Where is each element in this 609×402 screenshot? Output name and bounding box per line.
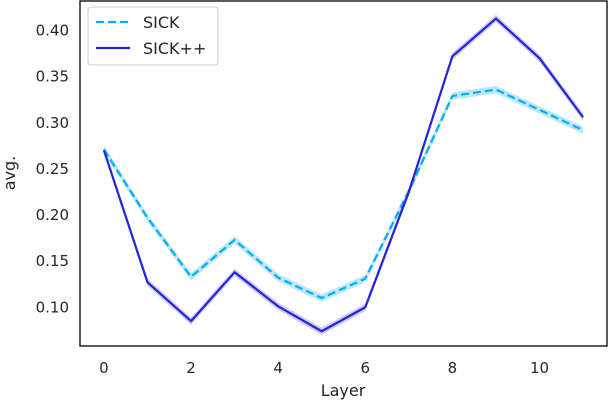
series-line-sick <box>103 88 584 300</box>
y-axis-ticks: 0.10 0.15 0.20 0.25 0.30 0.35 0.40 <box>36 22 69 317</box>
y-tick-label: 0.10 <box>36 298 69 316</box>
band-sick <box>103 85 584 302</box>
y-tick-label: 0.35 <box>36 68 69 86</box>
y-tick-label: 0.25 <box>36 160 69 178</box>
x-tick-label: 2 <box>186 359 196 377</box>
y-tick-label: 0.40 <box>36 22 69 40</box>
y-tick-label: 0.30 <box>36 114 69 132</box>
x-tick-label: 6 <box>361 359 371 377</box>
y-axis-title: avg. <box>0 156 19 191</box>
x-axis-ticks: 0 2 4 6 8 10 <box>99 359 549 377</box>
legend-label-sick: SICK <box>143 13 180 32</box>
legend-label-sick-plus-plus: SICK++ <box>143 39 206 58</box>
x-tick-label: 10 <box>530 359 549 377</box>
x-tick-label: 8 <box>448 359 458 377</box>
x-tick-label: 4 <box>273 359 283 377</box>
x-axis-title: Layer <box>321 381 366 400</box>
legend: SICK SICK++ <box>87 6 219 66</box>
x-tick-label: 0 <box>99 359 109 377</box>
y-tick-label: 0.15 <box>36 252 69 270</box>
series-line-sick-plus-plus <box>102 17 584 333</box>
plot-frame <box>79 0 608 347</box>
series-lines <box>102 17 584 333</box>
y-tick-label: 0.20 <box>36 206 69 224</box>
